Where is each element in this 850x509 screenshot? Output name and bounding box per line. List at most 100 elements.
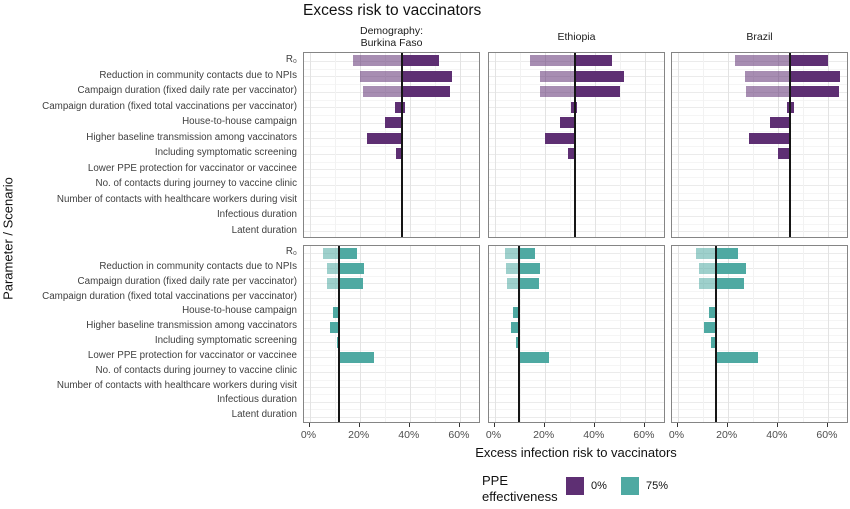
gridline [489, 401, 664, 403]
x-tick-label: 40% [398, 429, 420, 441]
gridline [672, 305, 847, 307]
x-tick-mark [358, 423, 360, 427]
risk-bar-lower [698, 262, 717, 274]
gridline [672, 268, 847, 270]
gridline [304, 275, 479, 277]
x-tick-label: 0% [668, 429, 685, 441]
strip-label-line: Burkina Faso [360, 37, 423, 49]
gridline [672, 177, 847, 178]
gridline [489, 161, 664, 163]
gridline [409, 246, 411, 422]
gridline [304, 253, 479, 255]
gridline [672, 223, 847, 225]
x-tick-mark [408, 423, 410, 427]
legend-label-ppe-0: 0% [591, 480, 607, 492]
gridline [672, 364, 847, 366]
gridline [594, 53, 596, 237]
gridline [519, 246, 521, 422]
risk-bar-upper [394, 101, 405, 113]
gridline [334, 53, 336, 237]
x-tick-label: 20% [348, 429, 370, 441]
gridline [672, 283, 847, 285]
risk-bar-lower [506, 262, 519, 274]
gridline [677, 53, 679, 237]
gridline [672, 409, 847, 411]
gridline [619, 53, 621, 237]
gridline [672, 99, 847, 101]
x-tick-label: 0% [300, 429, 317, 441]
gridline [489, 342, 664, 344]
y-axis-label: Higher baseline transmission among vacci… [86, 320, 297, 332]
facet-panel [303, 52, 480, 238]
risk-bar-upper [384, 117, 403, 129]
facet-panel [488, 52, 665, 238]
risk-bar-lower [746, 86, 791, 98]
risk-bar-upper [770, 117, 791, 129]
y-axis-label: Lower PPE protection for vaccinator or v… [87, 349, 297, 361]
x-axis-title: Excess infection risk to vaccinators [475, 445, 677, 460]
gridline [569, 246, 571, 422]
risk-bar-upper [338, 277, 364, 289]
risk-bar-upper [518, 262, 541, 274]
gridline [672, 184, 847, 186]
gridline [489, 290, 664, 292]
gridline [519, 53, 521, 237]
risk-bar-upper [716, 247, 738, 259]
x-tick-mark [826, 423, 829, 427]
y-axis-label: Infectious duration [216, 394, 297, 406]
gridline [544, 246, 546, 422]
gridline [489, 68, 664, 70]
gridline [489, 275, 664, 277]
gridline [489, 305, 664, 307]
gridline [489, 99, 664, 101]
gridline [304, 215, 479, 217]
x-tick-label: 20% [533, 429, 555, 441]
baseline-line [337, 246, 340, 422]
risk-bar-upper [402, 86, 450, 98]
risk-bar-upper [777, 148, 791, 160]
gridline [304, 372, 479, 374]
y-axis-label: Reduction in community contacts due to N… [99, 69, 297, 81]
gridline [702, 246, 704, 422]
gridline [304, 115, 479, 116]
x-tick-mark [726, 423, 728, 427]
gridline [409, 53, 411, 237]
gridline [672, 253, 847, 255]
gridline [304, 169, 479, 171]
risk-bar-upper [711, 336, 717, 348]
gridline [489, 349, 664, 351]
gridline [672, 208, 847, 209]
gridline [672, 335, 847, 336]
gridline [304, 320, 479, 322]
risk-bar-upper [402, 55, 439, 67]
gridline [489, 184, 664, 186]
risk-bar-lower [699, 277, 717, 289]
gridline [489, 146, 664, 147]
risk-bar-lower [529, 55, 575, 67]
gridline [304, 107, 479, 109]
gridline [672, 290, 847, 292]
risk-bar-upper [518, 351, 549, 363]
risk-bar-upper [367, 132, 403, 144]
x-tick-label: 60% [448, 429, 470, 441]
gridline [434, 246, 436, 422]
x-tick-label: 20% [716, 429, 738, 441]
gridline [304, 161, 479, 163]
y-axis-label: Campaign duration (fixed daily rate per … [77, 275, 297, 287]
gridline [489, 372, 664, 374]
gridline [489, 312, 664, 314]
gridline [304, 130, 479, 132]
gridline [489, 416, 664, 418]
gridline [672, 372, 847, 374]
gridline [672, 320, 847, 322]
x-tick-mark [776, 423, 778, 427]
gridline [672, 386, 847, 388]
legend-item-ppe-0: 0% [566, 476, 607, 496]
gridline [619, 246, 621, 422]
risk-bar-upper [329, 322, 339, 334]
legend-title-line: effectiveness [482, 489, 558, 504]
gridline [489, 283, 664, 285]
gridline [489, 231, 664, 233]
gridline [752, 246, 754, 422]
risk-bar-lower [504, 247, 519, 259]
